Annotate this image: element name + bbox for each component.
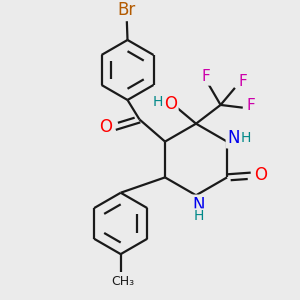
Text: CH₃: CH₃ bbox=[111, 275, 134, 288]
Text: F: F bbox=[238, 74, 247, 89]
Text: H: H bbox=[194, 209, 204, 224]
Text: Br: Br bbox=[118, 1, 136, 19]
Text: O: O bbox=[99, 118, 112, 136]
Text: H: H bbox=[153, 95, 163, 109]
Text: N: N bbox=[227, 129, 239, 147]
Text: F: F bbox=[247, 98, 256, 113]
Text: O: O bbox=[254, 166, 267, 184]
Text: H: H bbox=[241, 131, 251, 145]
Text: F: F bbox=[202, 70, 210, 85]
Text: O: O bbox=[164, 95, 177, 113]
Text: N: N bbox=[193, 196, 205, 214]
